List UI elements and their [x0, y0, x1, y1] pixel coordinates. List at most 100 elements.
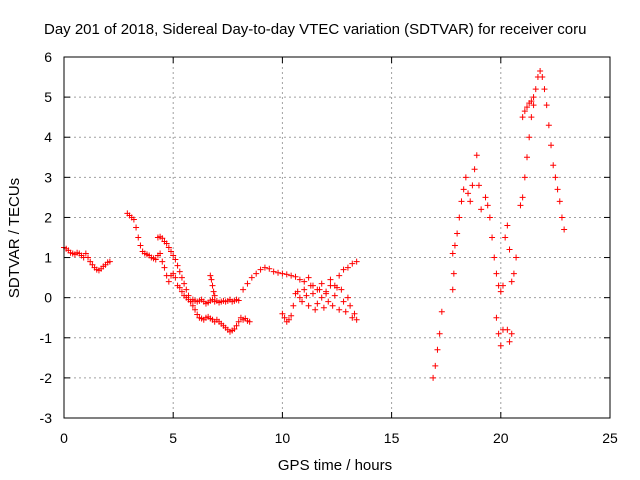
data-point — [85, 254, 92, 261]
data-point — [174, 262, 181, 269]
data-point — [288, 312, 295, 319]
data-point — [165, 278, 172, 285]
data-point — [316, 286, 323, 293]
data-point — [353, 258, 360, 265]
data-point — [340, 266, 347, 273]
data-point — [484, 202, 491, 209]
data-point — [327, 282, 334, 289]
data-point — [301, 278, 308, 285]
data-point — [178, 288, 185, 295]
data-points — [61, 68, 568, 381]
data-point — [152, 256, 159, 263]
series-segment-4 — [207, 272, 218, 299]
data-point — [294, 288, 301, 295]
data-point — [471, 166, 478, 173]
data-point — [530, 94, 537, 101]
data-point — [344, 264, 351, 271]
data-point — [161, 264, 168, 271]
data-point — [478, 206, 485, 213]
data-point — [347, 302, 354, 309]
data-point — [296, 276, 303, 283]
data-point — [305, 302, 312, 309]
data-point — [465, 190, 472, 197]
data-point — [558, 214, 565, 221]
data-point — [526, 134, 533, 141]
data-point — [288, 272, 295, 279]
data-point — [456, 214, 463, 221]
data-point — [192, 306, 199, 313]
data-point — [133, 224, 140, 231]
data-point — [181, 280, 188, 287]
x-tick-label: 15 — [384, 430, 400, 446]
y-tick-label: -1 — [40, 330, 53, 346]
x-tick-label: 25 — [602, 430, 618, 446]
data-point — [513, 254, 520, 261]
data-point — [493, 314, 500, 321]
data-point — [336, 272, 343, 279]
data-point — [530, 102, 537, 109]
data-point — [323, 288, 330, 295]
data-point — [504, 326, 511, 333]
data-point — [561, 226, 568, 233]
series-segment-2 — [124, 210, 242, 307]
data-point — [454, 230, 461, 237]
data-point — [497, 288, 504, 295]
y-axis-label: SDTVAR / TECUs — [6, 178, 23, 298]
data-point — [506, 338, 513, 345]
data-point — [510, 270, 517, 277]
data-point — [430, 374, 437, 381]
data-point — [519, 194, 526, 201]
data-point — [504, 222, 511, 229]
data-point — [170, 252, 177, 259]
data-point — [170, 270, 177, 277]
data-point — [438, 308, 445, 315]
series-segment-10 — [482, 194, 506, 295]
data-point — [353, 316, 360, 323]
data-point — [312, 306, 319, 313]
series-segment-7 — [430, 308, 445, 381]
data-point — [82, 250, 89, 257]
x-axis-label: GPS time / hours — [278, 457, 392, 474]
data-point — [458, 198, 465, 205]
data-point — [253, 270, 260, 277]
data-point — [261, 264, 268, 271]
data-point — [135, 234, 142, 241]
data-point — [519, 114, 526, 121]
data-point — [283, 271, 290, 278]
x-tick-label: 5 — [169, 430, 177, 446]
data-point — [532, 86, 539, 93]
data-point — [491, 254, 498, 261]
data-point — [303, 292, 310, 299]
data-point — [325, 298, 332, 305]
data-point — [296, 294, 303, 301]
data-point — [327, 276, 334, 283]
data-point — [318, 280, 325, 287]
data-point — [493, 270, 500, 277]
data-point — [340, 298, 347, 305]
data-point — [450, 270, 457, 277]
y-tick-label: 2 — [44, 209, 52, 225]
data-point — [543, 102, 550, 109]
data-point — [528, 98, 535, 105]
data-point — [517, 202, 524, 209]
data-point — [314, 300, 321, 307]
data-point — [541, 86, 548, 93]
data-point — [462, 174, 469, 181]
data-point — [231, 325, 238, 332]
data-point — [508, 330, 515, 337]
data-point — [552, 174, 559, 181]
data-point — [469, 182, 476, 189]
y-tick-label: 5 — [44, 89, 52, 105]
data-point — [183, 286, 190, 293]
y-tick-label: -3 — [40, 410, 53, 426]
data-point — [449, 286, 456, 293]
data-point — [467, 198, 474, 205]
data-point — [495, 330, 502, 337]
data-point — [521, 108, 528, 115]
data-point — [240, 286, 247, 293]
data-point — [432, 362, 439, 369]
data-point — [266, 265, 273, 272]
data-point — [210, 288, 217, 295]
